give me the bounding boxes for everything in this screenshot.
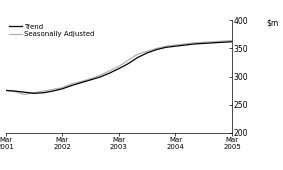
Legend: Trend, Seasonally Adjusted: Trend, Seasonally Adjusted [9,24,95,37]
Y-axis label: $m: $m [266,18,278,27]
